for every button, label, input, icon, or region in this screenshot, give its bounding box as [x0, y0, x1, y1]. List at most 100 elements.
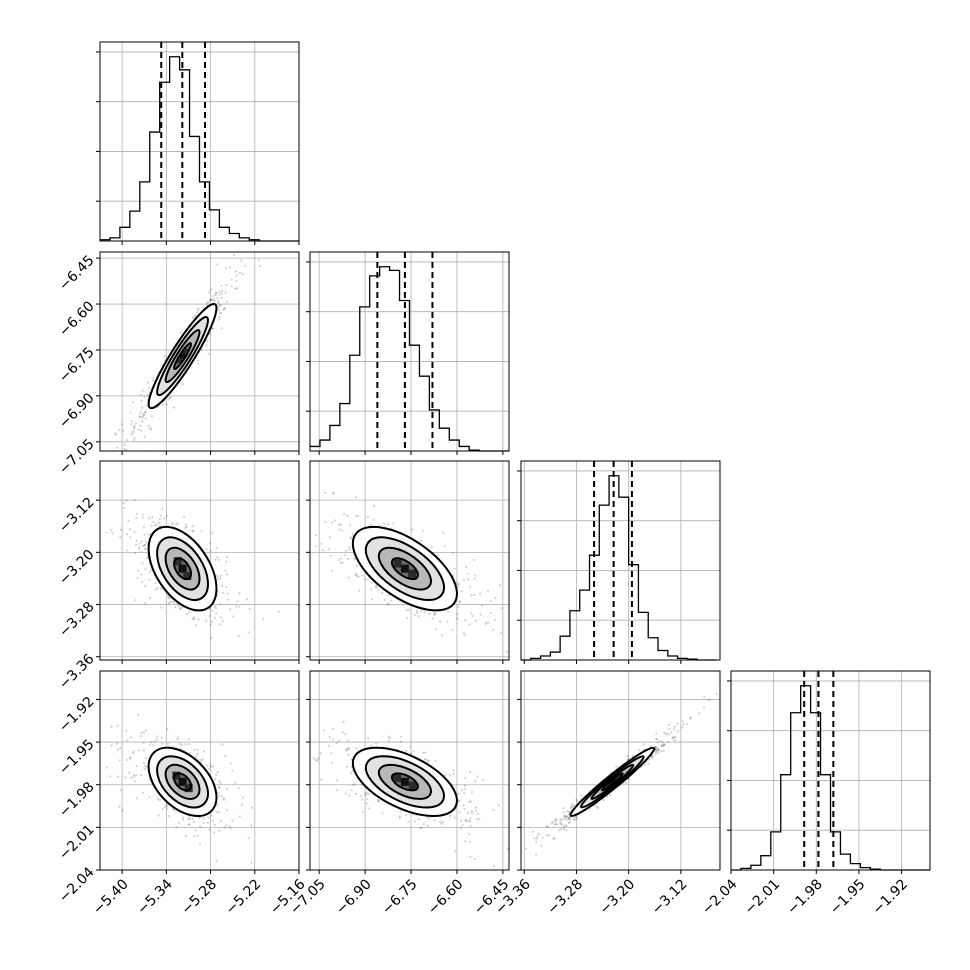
scatter-point	[435, 628, 438, 631]
scatter-point	[141, 791, 145, 794]
scatter-point	[208, 607, 211, 611]
scatter-point	[130, 433, 133, 436]
scatter-point	[179, 747, 182, 750]
scatter-point	[186, 612, 189, 615]
scatter-point	[250, 861, 253, 864]
scatter-point	[210, 298, 213, 301]
scatter-point	[138, 542, 141, 545]
hist-panel-3	[727, 670, 931, 874]
scatter-point	[347, 747, 350, 750]
scatter-point	[200, 759, 203, 762]
scatter-point	[444, 773, 447, 777]
scatter-point	[566, 818, 569, 821]
scatter-point	[145, 765, 149, 768]
scatter-point	[219, 616, 223, 619]
scatter-point	[439, 820, 442, 823]
scatter-point	[234, 270, 237, 273]
scatter-point	[469, 817, 472, 820]
scatter-point	[320, 778, 323, 781]
scatter-point	[423, 758, 427, 761]
scatter-point	[220, 819, 223, 822]
scatter-point	[335, 789, 338, 792]
scatter-point	[676, 722, 679, 725]
scatter-point	[167, 815, 170, 818]
scatter-point	[220, 296, 223, 300]
scatter-point	[179, 332, 182, 335]
scatter-point	[196, 834, 199, 837]
scatter-point	[120, 423, 124, 426]
scatter-point	[133, 451, 135, 453]
scatter-point	[446, 610, 450, 613]
scatter-point	[332, 491, 335, 494]
scatter-point	[349, 536, 352, 539]
scatter-point	[123, 443, 126, 446]
scatter-point	[655, 745, 658, 748]
scatter-point	[363, 578, 367, 581]
scatter-point	[293, 560, 295, 562]
scatter-point	[138, 547, 141, 551]
scatter-point	[244, 264, 247, 267]
scatter-point	[539, 627, 541, 629]
scatter-point	[150, 524, 153, 527]
scatter-point	[556, 823, 559, 826]
scatter-point	[158, 522, 161, 525]
scatter-point	[426, 824, 430, 827]
scatter-point	[179, 607, 182, 610]
scatter-point	[171, 523, 174, 526]
scatter-point	[176, 522, 179, 525]
scatter-point	[118, 458, 120, 460]
scatter-point	[555, 818, 558, 821]
scatter-point	[215, 291, 218, 294]
pair-panel-0-1	[96, 251, 300, 460]
scatter-point	[335, 741, 338, 744]
scatter-point	[234, 287, 237, 290]
scatter-point	[166, 742, 170, 745]
scatter-point	[462, 631, 465, 634]
scatter-point	[217, 301, 220, 305]
scatter-point	[211, 327, 215, 330]
panels-layer: −5.40 −5.34 −5.28 −5.22 −5.16−7.05 −6.90 −6.75…	[56, 41, 931, 918]
scatter-point	[389, 599, 393, 602]
scatter-point	[469, 800, 472, 803]
scatter-point	[494, 596, 497, 599]
scatter-point	[141, 389, 144, 392]
scatter-point	[217, 308, 220, 312]
scatter-point	[140, 732, 143, 735]
scatter-point	[230, 278, 233, 281]
scatter-point	[366, 792, 369, 795]
scatter-point	[216, 803, 219, 807]
scatter-point	[673, 725, 676, 728]
scatter-point	[656, 740, 660, 743]
scatter-point	[464, 777, 467, 780]
scatter-point	[188, 751, 192, 755]
contour-line-3	[147, 303, 218, 410]
scatter-point	[142, 516, 145, 519]
scatter-point	[265, 495, 267, 497]
scatter-point	[463, 840, 467, 843]
hist-panel-2	[517, 460, 721, 664]
scatter-point	[179, 606, 182, 610]
scatter-point	[344, 792, 347, 795]
scatter-point	[119, 535, 122, 538]
scatter-point	[346, 514, 349, 518]
scatter-point	[217, 786, 220, 789]
scatter-point	[407, 820, 410, 824]
scatter-point	[361, 810, 364, 813]
scatter-point	[195, 311, 199, 314]
scatter-point	[421, 751, 425, 754]
scatter-point	[143, 413, 146, 417]
scatter-point	[136, 569, 140, 573]
pair-panel-1-2	[265, 460, 541, 664]
scatter-point	[225, 267, 228, 270]
density-core	[408, 781, 417, 790]
scatter-point	[184, 526, 187, 530]
scatter-point	[139, 393, 142, 397]
scatter-point	[484, 622, 487, 626]
scatter-point	[134, 543, 138, 546]
scatter-point	[473, 577, 476, 580]
scatter-point	[471, 614, 474, 618]
hist-step-1	[310, 266, 509, 452]
pair-content	[105, 713, 254, 864]
scatter-point	[95, 524, 97, 526]
scatter-point	[140, 550, 143, 553]
